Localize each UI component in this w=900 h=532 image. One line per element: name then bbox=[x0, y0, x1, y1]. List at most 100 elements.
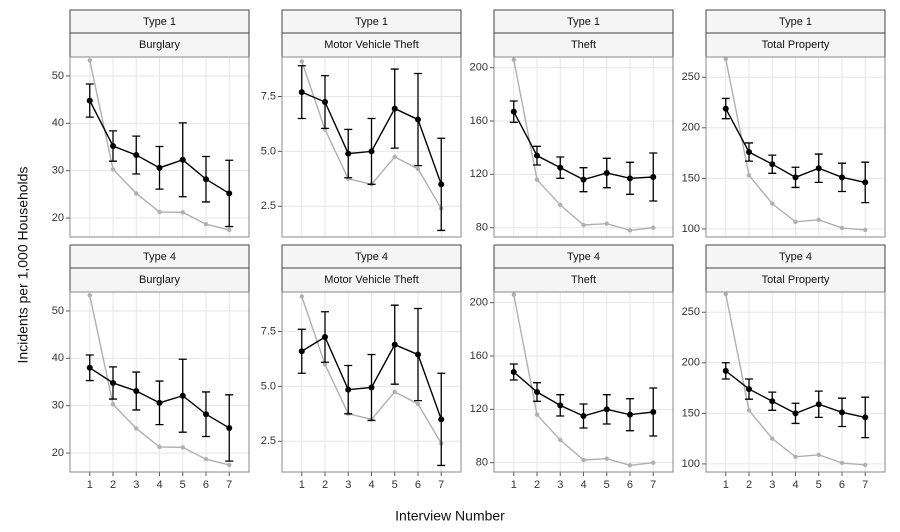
point bbox=[558, 202, 563, 208]
point bbox=[345, 386, 352, 393]
point bbox=[863, 227, 868, 233]
y-tick-label: 80 bbox=[476, 457, 488, 469]
x-tick-label: 5 bbox=[392, 479, 398, 491]
x-tick-label: 2 bbox=[746, 479, 752, 491]
facet-subtitle: Theft bbox=[571, 39, 596, 51]
strip bbox=[69, 32, 250, 58]
y-tick-label: 80 bbox=[476, 222, 488, 234]
point bbox=[415, 401, 421, 407]
y-tick-label: 200 bbox=[470, 297, 488, 309]
point bbox=[651, 460, 656, 465]
point bbox=[179, 392, 186, 399]
point bbox=[345, 150, 352, 157]
point bbox=[626, 175, 633, 182]
point bbox=[557, 164, 564, 171]
point bbox=[650, 409, 657, 415]
point bbox=[299, 59, 304, 64]
point bbox=[534, 412, 540, 417]
y-tick-label: 150 bbox=[682, 407, 700, 419]
point bbox=[110, 379, 117, 386]
y-tick-label: 200 bbox=[682, 357, 700, 369]
point bbox=[603, 170, 610, 176]
point bbox=[298, 348, 305, 355]
point bbox=[815, 401, 822, 408]
x-tick-label: 1 bbox=[87, 479, 93, 491]
point bbox=[392, 154, 397, 160]
point bbox=[156, 399, 163, 406]
facet-subtitle: Burglary bbox=[139, 39, 180, 51]
y-axis-label: Incidents per 1,000 Households bbox=[15, 167, 31, 364]
y-tick-label: 100 bbox=[682, 223, 700, 235]
x-tick-label: 5 bbox=[180, 479, 186, 491]
facet-title: Type 4 bbox=[355, 251, 388, 263]
x-tick-label: 4 bbox=[368, 479, 374, 491]
facet-subtitle: Total Property bbox=[762, 274, 830, 286]
facet-title: Type 1 bbox=[355, 16, 388, 28]
point bbox=[627, 463, 633, 468]
point bbox=[414, 116, 421, 123]
point bbox=[792, 410, 799, 417]
panel-border bbox=[705, 56, 886, 238]
y-tick-label: 160 bbox=[470, 350, 488, 362]
point bbox=[581, 222, 586, 228]
point bbox=[322, 334, 329, 340]
point bbox=[298, 89, 305, 96]
point bbox=[110, 402, 116, 407]
point bbox=[414, 351, 421, 358]
x-tick-label: 7 bbox=[650, 479, 656, 491]
y-tick-label: 50 bbox=[52, 70, 64, 82]
point bbox=[558, 437, 563, 443]
point bbox=[438, 181, 445, 188]
point bbox=[134, 191, 139, 196]
point bbox=[770, 201, 775, 206]
point bbox=[87, 58, 92, 63]
x-tick-label: 7 bbox=[438, 479, 444, 491]
x-axis-label: Interview Number bbox=[395, 508, 505, 524]
point bbox=[746, 386, 753, 393]
strip bbox=[705, 267, 886, 293]
x-tick-label: 1 bbox=[723, 479, 729, 491]
point bbox=[838, 174, 845, 181]
point bbox=[203, 457, 209, 462]
y-tick-label: 150 bbox=[682, 172, 700, 184]
point bbox=[770, 436, 775, 441]
point bbox=[156, 164, 163, 171]
point bbox=[534, 152, 541, 159]
point bbox=[792, 174, 799, 181]
y-tick-label: 30 bbox=[52, 165, 64, 177]
x-tick-label: 4 bbox=[792, 479, 798, 491]
point bbox=[746, 149, 753, 156]
point bbox=[368, 148, 375, 155]
x-tick-label: 6 bbox=[203, 479, 209, 491]
point bbox=[863, 462, 868, 468]
panel-border bbox=[281, 291, 462, 473]
panel-border bbox=[281, 56, 462, 238]
strip bbox=[493, 267, 674, 293]
point bbox=[86, 364, 93, 371]
x-tick-label: 3 bbox=[345, 479, 351, 491]
point bbox=[392, 389, 397, 395]
point bbox=[723, 291, 728, 297]
x-tick-label: 5 bbox=[816, 479, 822, 491]
x-tick-label: 7 bbox=[862, 479, 868, 491]
point bbox=[299, 294, 304, 299]
point bbox=[202, 176, 209, 183]
point bbox=[862, 414, 869, 421]
point bbox=[534, 177, 540, 182]
x-tick-label: 7 bbox=[226, 479, 232, 491]
point bbox=[415, 166, 421, 172]
y-tick-label: 40 bbox=[52, 117, 64, 129]
facet-subtitle: Burglary bbox=[139, 274, 180, 286]
point bbox=[722, 367, 729, 374]
point bbox=[438, 416, 445, 423]
y-tick-label: 30 bbox=[52, 400, 64, 412]
y-tick-label: 120 bbox=[470, 403, 488, 415]
point bbox=[226, 190, 233, 197]
point bbox=[651, 225, 656, 230]
point bbox=[816, 452, 821, 458]
point bbox=[322, 99, 329, 105]
facet-title: Type 1 bbox=[779, 16, 812, 28]
point bbox=[510, 108, 517, 115]
point bbox=[226, 424, 233, 431]
